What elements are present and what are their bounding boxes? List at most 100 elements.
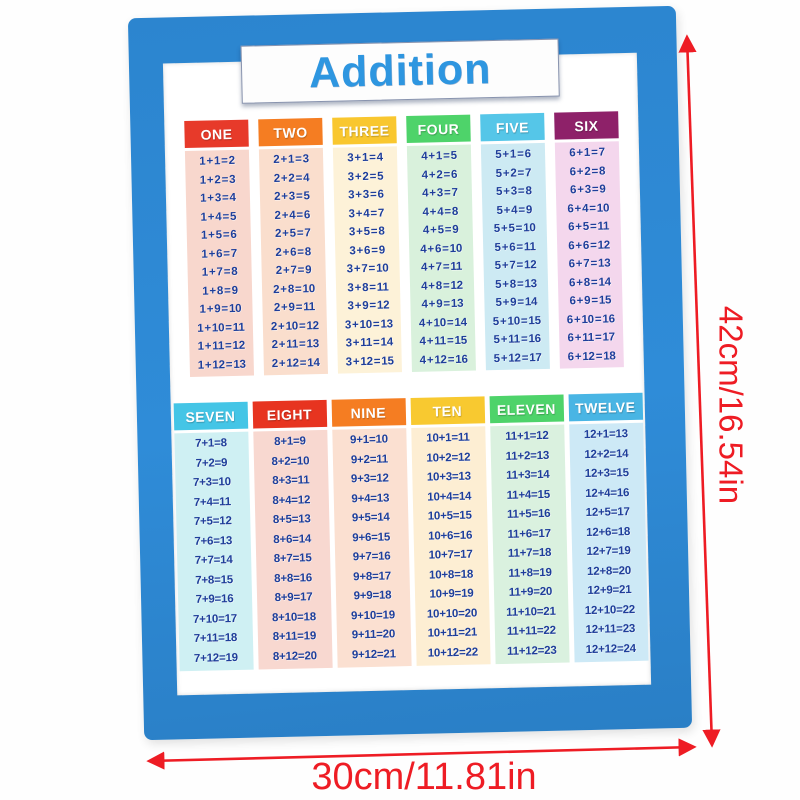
column-body: 8 + 1 = 9 8 + 2 = 10 8 + 3 = 11 8 + 4 = 12 8…: [252, 429, 333, 670]
equation: 1 + 10 = 11: [197, 321, 245, 335]
column-header: SIX: [554, 111, 619, 140]
equation: 10 + 3 = 13: [426, 470, 472, 484]
equation: 11 + 2 = 13: [505, 449, 550, 463]
column-header: EIGHT: [252, 399, 327, 429]
equation: 7 + 6 = 13: [194, 534, 233, 548]
equation: 3 + 11 = 14: [345, 336, 394, 350]
equation: 4 + 7 = 11: [420, 260, 463, 274]
equation: 10 + 5 = 15: [427, 509, 472, 523]
equation: 1 + 2 = 3: [199, 173, 236, 187]
column-body: 3 + 1 = 4 3 + 2 = 5 3 + 3 = 6 3 + 4 = 7 3 + …: [332, 146, 402, 374]
equation: 5 + 2 = 7: [495, 166, 532, 180]
equation: 8 + 5 = 13: [272, 513, 311, 527]
equation: 11 + 8 = 19: [508, 566, 552, 580]
equation: 9 + 10 = 19: [350, 608, 396, 622]
column-nine: NINE 9 + 1 = 10 9 + 2 = 11 9 + 3 = 12 9 + 4 …: [331, 398, 412, 668]
column-body: 7 + 1 = 8 7 + 2 = 9 7 + 3 = 10 7 + 4 = 11 7 …: [173, 431, 254, 672]
column-body: 10 + 1 = 11 10 + 2 = 12 10 + 3 = 13 10 + 4 …: [410, 426, 491, 666]
equation: 10 + 10 = 20: [426, 607, 478, 621]
equation: 12 + 4 = 16: [585, 486, 630, 500]
equation: 8 + 10 = 18: [271, 610, 317, 624]
equation: 2 + 11 = 13: [271, 338, 320, 352]
equation: 6 + 1 = 7: [569, 146, 605, 160]
equation: 12 + 1 = 13: [583, 428, 629, 442]
equation: 4 + 10 = 14: [418, 316, 467, 330]
equation: 1 + 9 = 10: [199, 302, 242, 316]
equation: 5 + 7 = 12: [494, 259, 537, 273]
equation: 2 + 9 = 11: [273, 301, 316, 315]
column-six: SIX 6 + 1 = 7 6 + 2 = 8 6 + 3 = 9 6 + 4 = 10…: [554, 111, 624, 369]
equation: 1 + 1 = 2: [199, 154, 236, 168]
equation: 8 + 1 = 9: [274, 435, 306, 449]
width-dimension-arrow: [146, 738, 697, 770]
equation: 11 + 11 = 22: [506, 624, 556, 638]
equation: 12 + 11 = 23: [585, 622, 636, 637]
column-body: 5 + 1 = 6 5 + 2 = 7 5 + 3 = 8 5 + 4 = 9 5 + …: [480, 142, 550, 371]
equation: 3 + 5 = 8: [348, 225, 385, 239]
equation: 9 + 5 = 14: [351, 511, 390, 525]
column-header: THREE: [332, 116, 397, 145]
equation: 8 + 3 = 11: [272, 474, 310, 488]
equation: 11 + 3 = 14: [506, 468, 550, 482]
equation: 5 + 9 = 14: [495, 296, 538, 310]
equation: 11 + 6 = 17: [507, 527, 551, 541]
equation: 8 + 12 = 20: [272, 649, 318, 663]
width-dimension-label: 30cm/11.81in: [311, 756, 536, 798]
equation: 3 + 8 = 11: [347, 280, 389, 294]
equation: 10 + 9 = 19: [429, 587, 474, 601]
equation: 11 + 7 = 18: [507, 546, 552, 560]
equation: 2 + 2 = 4: [273, 171, 310, 185]
equation: 11 + 9 = 20: [508, 585, 553, 599]
equation: 12 + 2 = 14: [584, 447, 629, 461]
equation: 7 + 3 = 10: [192, 476, 231, 489]
equation: 3 + 6 = 9: [349, 244, 386, 257]
equation: 9 + 9 = 18: [353, 589, 392, 603]
column-body: 2 + 1 = 3 2 + 2 = 4 2 + 3 = 5 2 + 4 = 6 2 + …: [258, 147, 328, 376]
equation: 3 + 10 = 13: [344, 317, 394, 331]
equation: 5 + 3 = 8: [495, 185, 532, 198]
column-eight: EIGHT 8 + 1 = 9 8 + 2 = 10 8 + 3 = 11 8 + 4 …: [252, 399, 333, 670]
equation: 7 + 2 = 9: [195, 456, 228, 470]
equation: 9 + 8 = 17: [353, 569, 392, 583]
equation: 2 + 3 = 5: [274, 190, 310, 204]
equation: 2 + 1 = 3: [273, 153, 310, 167]
equation: 2 + 8 = 10: [273, 282, 316, 296]
equation: 3 + 4 = 7: [348, 207, 385, 220]
equation: 8 + 11 = 19: [272, 630, 317, 644]
equation: 7 + 7 = 14: [194, 554, 233, 567]
equation: 6 + 6 = 12: [568, 238, 611, 252]
equation: 7 + 10 = 17: [192, 612, 238, 626]
equation: 3 + 9 = 12: [347, 299, 390, 313]
equation: 11 + 4 = 15: [506, 488, 551, 502]
equation: 9 + 4 = 13: [351, 492, 390, 505]
equation: 6 + 3 = 9: [569, 183, 606, 197]
equation: 4 + 11 = 15: [419, 334, 468, 348]
column-body: 6 + 1 = 7 6 + 2 = 8 6 + 3 = 9 6 + 4 = 10 6 +…: [554, 141, 624, 369]
equation: 6 + 10 = 16: [566, 312, 615, 326]
equation: 10 + 1 = 11: [426, 431, 470, 445]
column-body: 11 + 1 = 12 11 + 2 = 13 11 + 3 = 14 11 + 4 …: [489, 424, 570, 665]
equation: 12 + 6 = 18: [586, 525, 631, 539]
column-header: NINE: [331, 398, 406, 427]
column-header: TWO: [258, 117, 323, 147]
equation: 10 + 6 = 16: [428, 529, 473, 543]
equation: 10 + 11 = 21: [427, 626, 478, 640]
equation: 6 + 7 = 13: [568, 257, 611, 271]
equation: 1 + 5 = 6: [200, 228, 237, 242]
height-dimension-arrow: [678, 34, 721, 748]
column-header: ONE: [184, 119, 249, 149]
equation: 11 + 1 = 12: [505, 429, 549, 443]
equation: 7 + 5 = 12: [193, 515, 232, 528]
equation: 7 + 4 = 11: [193, 495, 232, 509]
equation: 9 + 1 = 10: [349, 433, 389, 447]
equation: 5 + 6 = 11: [494, 240, 536, 254]
equation: 7 + 11 = 18: [193, 631, 238, 645]
equation: 6 + 12 = 18: [567, 349, 616, 363]
equation: 2 + 6 = 8: [275, 245, 312, 259]
column-seven: SEVEN 7 + 1 = 8 7 + 2 = 9 7 + 3 = 10 7 + 4 =…: [173, 401, 254, 672]
column-ten: TEN 10 + 1 = 11 10 + 2 = 12 10 + 3 = 13 10 +…: [410, 396, 491, 666]
column-body: 4 + 1 = 5 4 + 2 = 6 4 + 3 = 7 4 + 4 = 8 4 + …: [406, 144, 476, 372]
